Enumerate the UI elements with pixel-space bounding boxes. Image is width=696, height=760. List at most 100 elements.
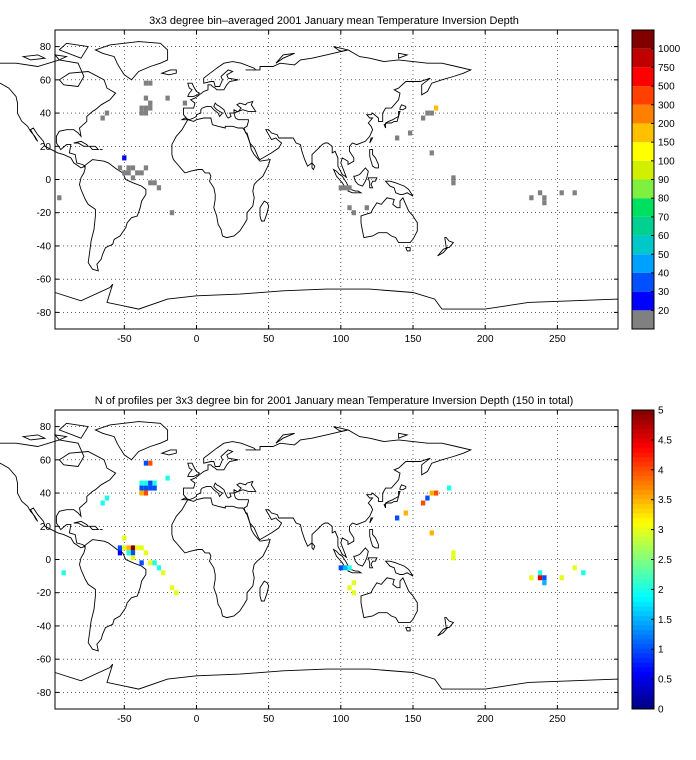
colorbar-segment: [632, 666, 654, 673]
data-cell: [135, 170, 140, 176]
colorbar-segment: [632, 536, 654, 542]
coastline-path: [353, 167, 369, 187]
bottom-map-title: N of profiles per 3x3 degree bin for 200…: [95, 395, 574, 407]
data-cell: [403, 510, 408, 516]
data-cell: [342, 565, 348, 571]
y-tick-label: 60: [40, 455, 52, 466]
colorbar-label: 40: [658, 268, 670, 279]
data-cell: [143, 490, 149, 496]
colorbar-frame: [631, 409, 655, 710]
data-cell: [351, 210, 356, 216]
x-tick-label: 100: [332, 334, 349, 345]
coastline-path: [180, 49, 473, 179]
colorbar-segment: [632, 235, 654, 255]
data-cell: [152, 480, 157, 486]
colorbar-segment: [632, 564, 654, 570]
data-cell: [139, 105, 144, 111]
data-cell: [148, 100, 153, 106]
coastline-path: [171, 117, 271, 239]
data-cell: [542, 195, 547, 201]
colorbar-segment: [632, 662, 654, 668]
data-cell: [394, 515, 400, 521]
coastline-path: [367, 557, 378, 569]
colorbar-segment: [632, 610, 654, 617]
data-cell: [143, 485, 149, 491]
colorbar-segment: [632, 540, 654, 546]
data-cell: [143, 95, 149, 101]
data-cell: [364, 205, 369, 211]
colorbar-segment: [632, 629, 654, 635]
colorbar-segment: [632, 484, 654, 490]
coastline-path: [311, 541, 316, 551]
colorbar-label: 3: [658, 525, 664, 536]
data-cell: [148, 460, 153, 466]
coastline-path: [275, 52, 295, 64]
data-cell: [559, 190, 564, 196]
colorbar-frame: [631, 29, 655, 330]
coastline-path: [54, 283, 619, 330]
coastline-path: [54, 663, 619, 710]
colorbar-label: 90: [658, 175, 670, 186]
colorbar-label: 0: [658, 705, 664, 716]
bottom-map-panel: N of profiles per 3x3 degree bin for 200…: [0, 395, 672, 725]
data-cell: [130, 165, 136, 171]
data-cell: [148, 480, 153, 486]
data-cell: [537, 190, 543, 196]
data-cell: [581, 570, 586, 576]
coastline-path: [79, 159, 147, 272]
y-tick-label: 0: [45, 555, 51, 566]
colorbar-segment: [632, 508, 654, 514]
data-cell: [152, 485, 157, 491]
data-cell: [394, 135, 400, 141]
data-cell: [347, 205, 352, 211]
y-tick-label: 80: [40, 42, 52, 53]
colorbar-segment: [632, 526, 654, 532]
coastline-path: [437, 247, 449, 257]
data-cell: [338, 565, 343, 571]
colorbar-segment: [632, 550, 654, 556]
data-cell: [61, 570, 66, 576]
data-cell: [148, 105, 153, 111]
colorbar-segment: [632, 685, 654, 691]
colorbar-label: 3.5: [658, 495, 672, 506]
coastline-path: [187, 462, 201, 477]
data-cell: [143, 110, 149, 116]
colorbar-segment: [632, 606, 654, 612]
coastline-path: [88, 145, 100, 151]
data-cell: [572, 190, 577, 196]
x-tick-label: 50: [263, 714, 275, 725]
colorbar-segment: [632, 461, 654, 467]
data-cell: [148, 180, 153, 186]
colorbar-segment: [632, 442, 654, 448]
data-cell: [117, 550, 123, 556]
colorbar-segment: [632, 414, 654, 420]
x-tick-label: 50: [263, 334, 275, 345]
colorbar-segment: [632, 160, 654, 180]
data-cell: [100, 115, 105, 121]
coastline-path: [187, 82, 201, 97]
data-cell: [143, 105, 149, 111]
coastline-path: [171, 497, 271, 619]
data-cell: [139, 560, 144, 566]
colorbar-segment: [632, 291, 654, 311]
colorbar-segment: [632, 554, 654, 560]
coastline-path: [58, 42, 89, 59]
colorbar-segment: [632, 690, 654, 696]
data-cell: [143, 460, 149, 466]
data-cell: [529, 575, 534, 581]
colorbar-segment: [632, 517, 654, 523]
data-cell: [451, 555, 456, 561]
coastline-path: [94, 41, 169, 81]
colorbar-segment: [632, 456, 654, 462]
data-cell: [117, 165, 123, 171]
coastline-path: [405, 247, 411, 252]
colorbar-segment: [632, 592, 654, 598]
data-cell: [420, 115, 426, 121]
data-cell: [182, 100, 188, 106]
x-tick-label: 250: [549, 714, 566, 725]
colorbar-segment: [632, 648, 654, 654]
data-cell: [156, 565, 162, 571]
colorbar-segment: [632, 601, 654, 607]
data-cell: [122, 155, 127, 161]
colorbar-segment: [632, 48, 654, 68]
